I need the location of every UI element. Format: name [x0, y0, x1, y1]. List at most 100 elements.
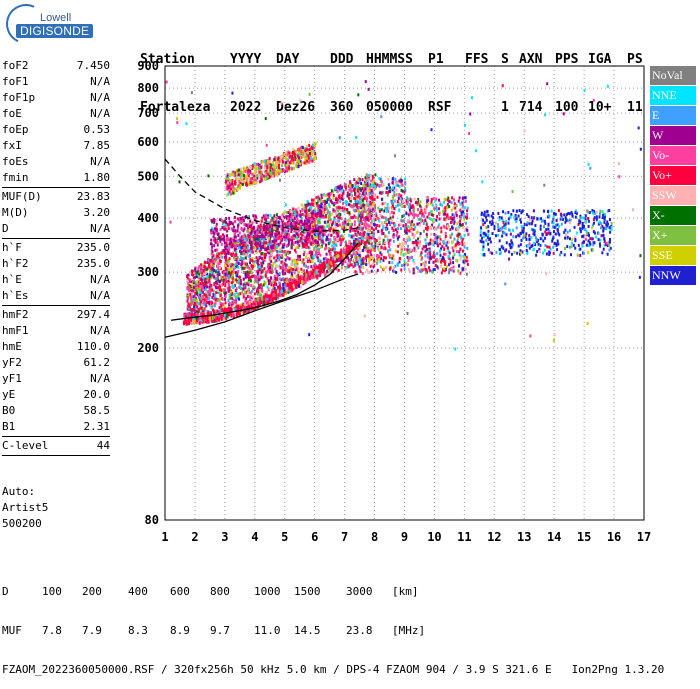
echo-point — [226, 242, 228, 245]
echo-point — [222, 298, 224, 301]
echo-point — [235, 271, 237, 274]
echo-point — [289, 251, 291, 254]
echo-point — [266, 236, 268, 239]
echo-point — [186, 279, 188, 282]
echo-point — [312, 151, 314, 154]
echo-point — [257, 287, 259, 290]
echo-point — [230, 184, 232, 187]
echo-point — [347, 192, 349, 195]
echo-point — [225, 256, 227, 259]
echo-point — [247, 246, 249, 249]
echo-point — [237, 270, 239, 273]
echo-point — [355, 251, 357, 254]
echo-point — [308, 209, 310, 212]
echo-point — [257, 235, 259, 238]
echo-point — [300, 268, 302, 271]
echo-point — [339, 238, 341, 241]
echo-point — [250, 269, 252, 272]
echo-point — [346, 220, 348, 223]
echo-point — [280, 155, 282, 158]
echo-point — [213, 244, 215, 247]
echo-point — [324, 200, 326, 203]
echo-point — [235, 239, 237, 242]
echo-point — [301, 276, 303, 280]
echo-point — [274, 277, 276, 280]
echo-point — [256, 238, 258, 241]
echo-point — [338, 187, 340, 190]
echo-point — [220, 228, 222, 231]
echo-point — [234, 220, 236, 223]
echo-point — [323, 262, 325, 266]
echo-point — [257, 290, 259, 293]
echo-point — [324, 205, 326, 208]
echo-point — [265, 247, 267, 250]
echo-point — [322, 212, 324, 215]
echo-point — [328, 215, 330, 218]
echo-point — [278, 221, 280, 224]
echo-point — [320, 225, 322, 228]
echo-point — [276, 236, 278, 239]
echo-point — [264, 244, 266, 247]
echo-point — [360, 257, 362, 260]
echo-point — [283, 169, 285, 172]
echo-point — [340, 190, 342, 193]
echo-point — [199, 321, 201, 325]
echo-point — [247, 271, 249, 274]
echo-point — [351, 216, 353, 219]
echo-point — [282, 221, 284, 224]
echo-point — [277, 289, 279, 293]
echo-point — [274, 158, 276, 161]
echo-point — [193, 295, 195, 298]
echo-point — [217, 237, 219, 240]
echo-point — [340, 249, 342, 252]
echo-point — [264, 218, 266, 221]
echo-point — [252, 265, 254, 268]
echo-point — [288, 222, 290, 225]
echo-point — [232, 183, 234, 186]
echo-point — [317, 256, 319, 259]
echo-point — [353, 189, 355, 192]
echo-point — [220, 279, 222, 282]
echo-point — [294, 241, 296, 244]
echo-point — [282, 264, 284, 267]
echo-point — [303, 277, 305, 281]
echo-point — [307, 257, 309, 260]
echo-point — [294, 217, 296, 220]
echo-point — [292, 207, 294, 210]
echo-point — [206, 275, 208, 278]
echo-point — [239, 292, 241, 295]
echo-point — [225, 301, 227, 304]
echo-point — [248, 235, 250, 238]
echo-point — [330, 257, 332, 261]
echo-point — [446, 265, 448, 268]
echo-point — [243, 267, 245, 270]
echo-point — [224, 298, 226, 301]
echo-point — [314, 210, 316, 213]
echo-point — [215, 258, 217, 261]
echo-point — [258, 174, 260, 177]
echo-point — [304, 219, 306, 222]
echo-point — [263, 228, 265, 231]
echo-point — [249, 241, 251, 244]
echo-point — [296, 260, 298, 263]
echo-point — [296, 236, 298, 239]
echo-point — [217, 286, 219, 289]
echo-point — [193, 309, 195, 312]
echo-point — [232, 222, 234, 225]
echo-point — [363, 218, 365, 221]
echo-point — [230, 187, 232, 190]
echo-point — [285, 161, 287, 164]
echo-point — [248, 276, 250, 279]
echo-point — [199, 271, 201, 274]
echo-point — [220, 304, 222, 307]
echo-point — [330, 248, 332, 251]
echo-point — [263, 235, 265, 238]
echo-point — [196, 306, 198, 309]
echo-point — [187, 286, 189, 289]
echo-point — [297, 214, 299, 217]
echo-point — [277, 169, 279, 172]
echo-point — [335, 244, 337, 247]
echo-point — [346, 208, 348, 211]
echo-point — [259, 293, 261, 296]
echo-point — [329, 211, 331, 214]
